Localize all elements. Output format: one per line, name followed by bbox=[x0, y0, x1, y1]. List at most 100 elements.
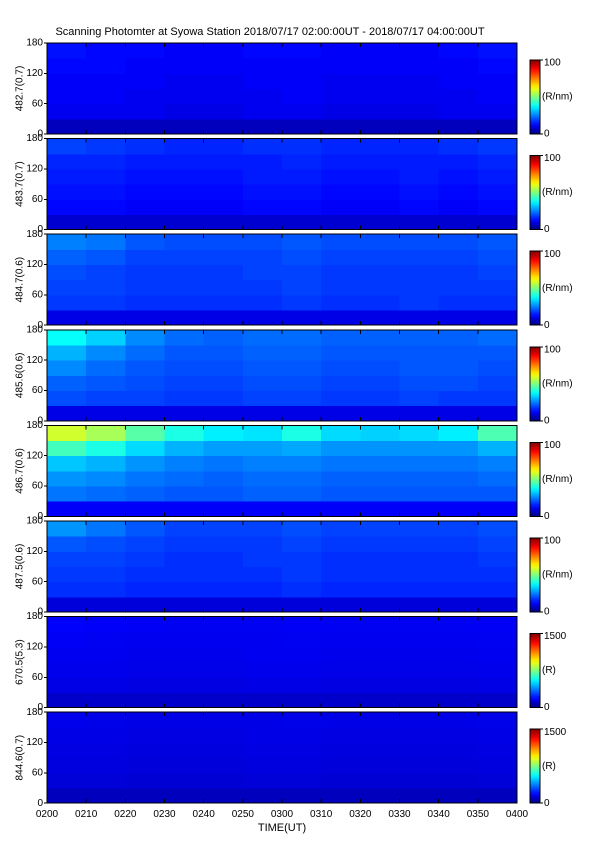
y-tick-label: 180 bbox=[26, 516, 43, 527]
heat-cell bbox=[242, 184, 283, 200]
heat-cell bbox=[242, 712, 283, 728]
heat-cell bbox=[47, 455, 87, 472]
colorbar bbox=[529, 633, 541, 709]
heat-cell bbox=[399, 596, 440, 613]
heat-cell bbox=[438, 757, 479, 774]
heat-cell bbox=[47, 103, 87, 120]
heat-cell bbox=[477, 375, 518, 391]
x-tick-label: 0320 bbox=[349, 809, 372, 820]
heat-cell bbox=[477, 294, 518, 311]
heat-cell bbox=[86, 360, 126, 376]
heat-cell bbox=[203, 329, 244, 346]
heat-cell bbox=[125, 551, 165, 567]
y-tick-label: 120 bbox=[26, 642, 43, 653]
heat-cell bbox=[399, 168, 440, 185]
heat-cell bbox=[125, 390, 165, 407]
heat-cell bbox=[477, 153, 518, 170]
heat-cell bbox=[477, 646, 518, 663]
x-tick-label: 0400 bbox=[506, 809, 529, 820]
heat-cell bbox=[438, 234, 479, 250]
heat-cell bbox=[360, 692, 400, 709]
heat-cell bbox=[399, 581, 440, 598]
y-tick-label: 0 bbox=[37, 607, 43, 618]
heat-cell bbox=[360, 88, 400, 105]
heat-cell bbox=[282, 677, 322, 693]
heat-cell bbox=[86, 264, 126, 281]
heat-cell bbox=[360, 788, 400, 804]
heat-cell bbox=[438, 536, 479, 552]
heat-cell bbox=[203, 646, 244, 663]
heat-cell bbox=[203, 788, 244, 804]
y-tick-label: 0 bbox=[37, 798, 43, 809]
heat-cell bbox=[477, 279, 518, 296]
x-tick-label: 0310 bbox=[310, 809, 333, 820]
heat-cell bbox=[242, 521, 283, 537]
heat-cell bbox=[203, 214, 244, 231]
heat-cell bbox=[321, 279, 361, 296]
heat-cell bbox=[438, 88, 479, 105]
heat-cell bbox=[47, 596, 87, 613]
heat-cell bbox=[203, 390, 244, 407]
panel: 0 60 120 180 483.7(0.7) 0 100 (R/nm) bbox=[15, 133, 573, 235]
y-axis-label: 844.6(0.7) bbox=[15, 735, 26, 781]
heat-cell bbox=[242, 566, 283, 583]
x-tick-label: 0210 bbox=[75, 809, 98, 820]
heat-cell bbox=[125, 88, 165, 105]
heat-cell bbox=[203, 199, 244, 215]
heat-cell bbox=[86, 73, 126, 89]
heat-cell bbox=[282, 616, 322, 633]
heat-cell bbox=[203, 742, 244, 759]
heat-cell bbox=[360, 375, 400, 391]
heat-cell bbox=[203, 616, 244, 633]
y-tick-label: 60 bbox=[32, 768, 44, 779]
colorbar-tick-label: 1500 bbox=[544, 631, 567, 642]
heat-cell bbox=[86, 581, 126, 598]
heat-cell bbox=[47, 470, 87, 487]
heat-cell bbox=[438, 199, 479, 215]
heat-cell bbox=[438, 631, 479, 648]
colorbar-label: (R/nm) bbox=[542, 187, 573, 198]
heat-cell bbox=[164, 772, 205, 789]
heat-cell bbox=[47, 310, 87, 326]
heat-cell bbox=[399, 43, 440, 59]
y-axis-label: 485.6(0.6) bbox=[15, 353, 26, 399]
heat-cell bbox=[203, 712, 244, 728]
heat-cell bbox=[86, 329, 126, 346]
heat-cell bbox=[242, 390, 283, 407]
heat-cell bbox=[360, 184, 400, 200]
heat-cell bbox=[164, 788, 205, 804]
heat-cell bbox=[399, 249, 440, 266]
heat-cell bbox=[438, 73, 479, 89]
heat-cell bbox=[360, 455, 400, 472]
heat-cell bbox=[399, 184, 440, 200]
heat-cell bbox=[164, 199, 205, 215]
heat-cell bbox=[282, 168, 322, 185]
heat-cell bbox=[399, 742, 440, 759]
heat-cell bbox=[477, 486, 518, 502]
heat-cell bbox=[242, 360, 283, 376]
heat-cell bbox=[282, 88, 322, 105]
heat-cell bbox=[242, 727, 283, 744]
heat-cell bbox=[242, 596, 283, 613]
heat-cell bbox=[399, 616, 440, 633]
y-axis-label: 483.7(0.7) bbox=[15, 161, 26, 207]
heat-cell bbox=[321, 344, 361, 361]
heat-cell bbox=[86, 249, 126, 266]
heat-cell bbox=[438, 581, 479, 598]
heat-cell bbox=[477, 360, 518, 376]
heat-cell bbox=[321, 249, 361, 266]
heat-cell bbox=[282, 405, 322, 422]
heat-cell bbox=[86, 88, 126, 105]
heat-cell bbox=[203, 727, 244, 744]
heat-cell bbox=[242, 375, 283, 391]
heat-cell bbox=[477, 103, 518, 120]
heat-cell bbox=[282, 73, 322, 89]
heat-cell bbox=[125, 742, 165, 759]
heat-cell bbox=[399, 310, 440, 326]
heat-cell bbox=[321, 184, 361, 200]
heat-cell bbox=[164, 88, 205, 105]
heat-cell bbox=[360, 310, 400, 326]
heat-cell bbox=[438, 390, 479, 407]
heat-cell bbox=[164, 43, 205, 59]
heat-cell bbox=[282, 662, 322, 678]
